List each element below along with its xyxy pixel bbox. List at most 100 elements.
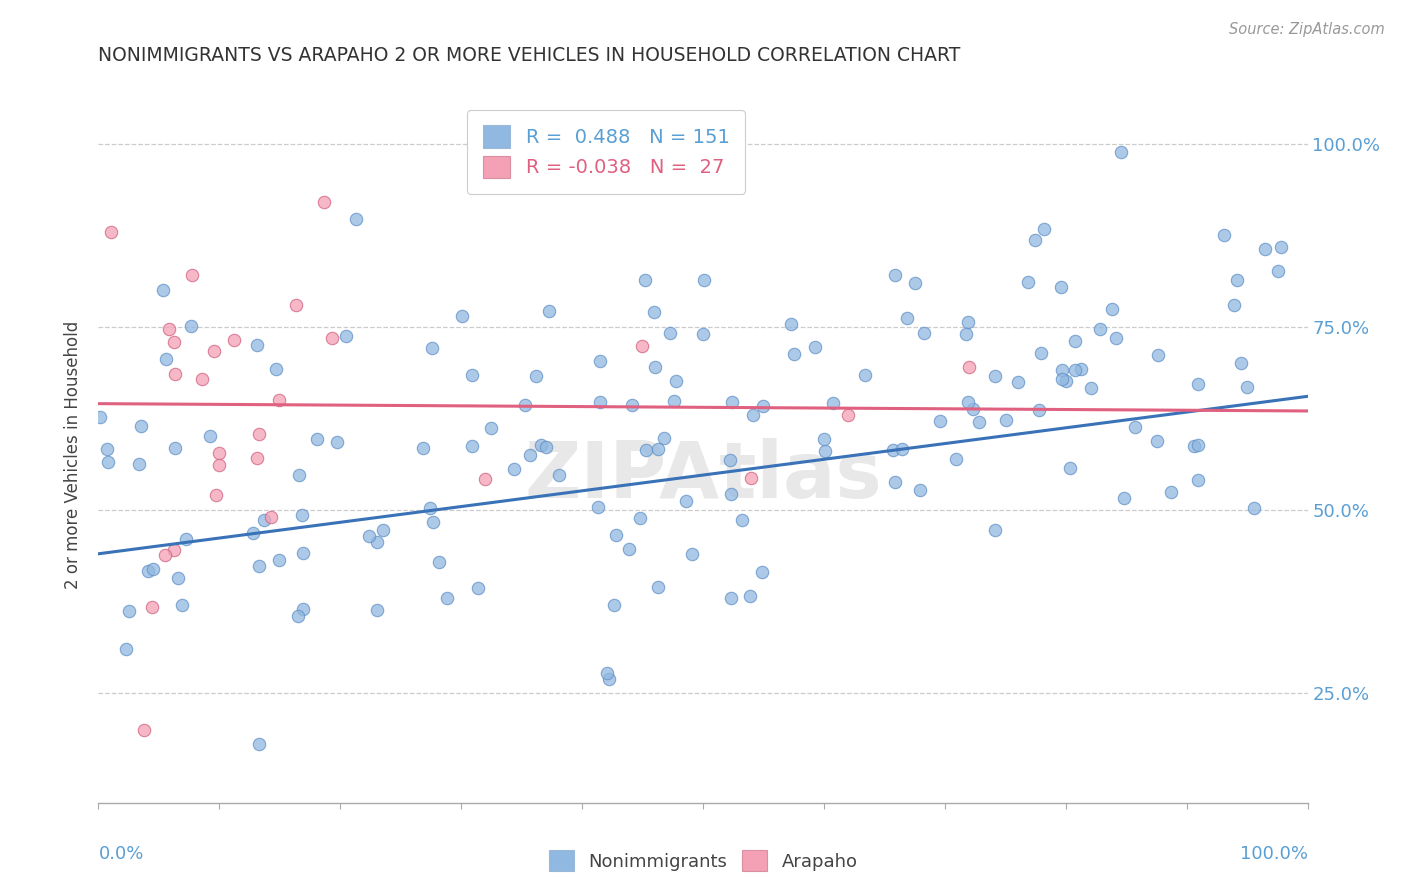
Point [165, 441, 187, 455]
Point [1213, 228, 1236, 243]
Text: Source: ZipAtlas.com: Source: ZipAtlas.com [1229, 22, 1385, 37]
Point [128, 457, 150, 471]
Point [644, 359, 666, 374]
Point [1080, 381, 1102, 395]
Point [97, 455, 120, 469]
Point [247, 427, 270, 442]
Point [1028, 402, 1050, 417]
Point [180, 318, 202, 333]
Point [662, 394, 685, 409]
Y-axis label: 2 or more Vehicles in Household: 2 or more Vehicles in Household [65, 321, 83, 589]
Point [519, 448, 541, 462]
Point [1146, 434, 1168, 448]
Text: 100.0%: 100.0% [1240, 845, 1308, 863]
Point [1184, 439, 1206, 453]
Point [366, 603, 388, 617]
Point [903, 276, 925, 290]
Point [957, 359, 980, 374]
Point [1031, 346, 1053, 360]
Point [208, 446, 231, 460]
Point [675, 493, 697, 508]
Point [117, 605, 139, 619]
Point [247, 737, 270, 751]
Point [163, 542, 186, 557]
Point [1064, 363, 1087, 377]
Point [141, 599, 163, 614]
Point [291, 508, 314, 523]
Point [287, 608, 309, 623]
Point [141, 561, 163, 575]
Point [1050, 363, 1073, 377]
Point [524, 369, 547, 384]
Point [1187, 438, 1209, 452]
Point [1187, 473, 1209, 487]
Point [249, 559, 271, 574]
Point [652, 431, 675, 445]
Point [908, 483, 931, 497]
Point [246, 338, 269, 352]
Point [224, 333, 246, 347]
Point [929, 414, 952, 428]
Point [1147, 348, 1170, 362]
Point [208, 458, 231, 472]
Point [647, 442, 669, 457]
Point [721, 394, 744, 409]
Point [312, 195, 335, 210]
Point [720, 591, 742, 606]
Point [731, 513, 754, 527]
Point [242, 526, 264, 541]
Point [131, 418, 153, 433]
Point [1187, 376, 1209, 391]
Point [1101, 301, 1123, 316]
Point [100, 225, 122, 239]
Point [181, 268, 204, 283]
Point [202, 344, 225, 359]
Point [804, 340, 827, 354]
Point [266, 361, 288, 376]
Point [1243, 500, 1265, 515]
Point [658, 326, 681, 341]
Point [967, 415, 990, 429]
Point [752, 399, 775, 413]
Point [1109, 145, 1132, 160]
Point [882, 442, 904, 457]
Point [1088, 322, 1111, 336]
Point [1064, 334, 1087, 348]
Text: 0.0%: 0.0% [98, 845, 143, 863]
Point [1236, 380, 1258, 394]
Point [474, 472, 496, 486]
Point [366, 535, 388, 549]
Point [1070, 362, 1092, 376]
Point [292, 602, 315, 616]
Point [984, 369, 1007, 384]
Point [427, 555, 450, 569]
Point [174, 532, 197, 546]
Text: ZIPAtlas: ZIPAtlas [524, 438, 882, 514]
Point [134, 723, 156, 737]
Point [153, 548, 176, 562]
Point [955, 327, 977, 342]
Point [884, 475, 907, 489]
Point [1024, 234, 1046, 248]
Point [536, 441, 558, 455]
Point [994, 413, 1017, 427]
Point [157, 322, 180, 336]
Point [191, 372, 214, 386]
Point [269, 552, 291, 566]
Point [155, 351, 177, 366]
Point [291, 545, 314, 559]
Point [136, 564, 159, 578]
Point [720, 486, 742, 500]
Point [621, 398, 644, 412]
Point [305, 433, 328, 447]
Point [89, 409, 111, 424]
Point [598, 672, 620, 686]
Point [813, 432, 835, 446]
Point [1230, 356, 1253, 370]
Point [335, 329, 357, 343]
Point [165, 367, 187, 381]
Point [957, 315, 980, 329]
Legend: Nonimmigrants, Arapaho: Nonimmigrants, Arapaho [541, 843, 865, 879]
Legend: R =  0.488   N = 151, R = -0.038   N =  27: R = 0.488 N = 151, R = -0.038 N = 27 [467, 110, 745, 194]
Point [346, 212, 368, 227]
